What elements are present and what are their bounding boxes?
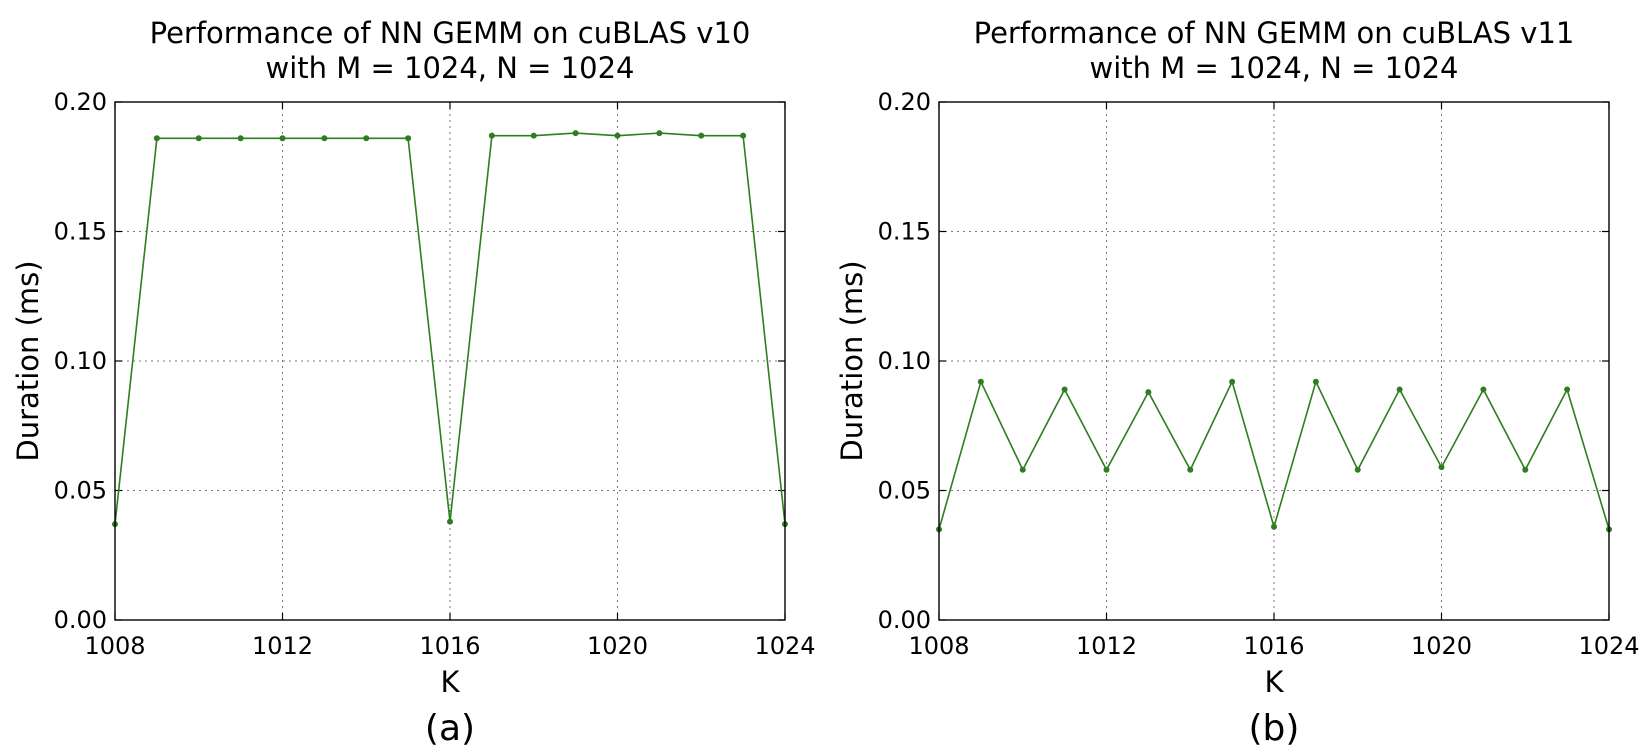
data-point (1271, 523, 1277, 530)
y-tick-label: 0.10 (878, 347, 931, 375)
data-point (1438, 464, 1445, 471)
data-point (321, 135, 328, 142)
data-point (1396, 386, 1403, 393)
data-point (279, 135, 286, 142)
y-tick-label: 0.20 (54, 88, 107, 116)
data-point (572, 130, 579, 137)
data-point (740, 132, 747, 139)
data-point (977, 378, 984, 385)
data-point (1564, 386, 1571, 393)
y-axis-label: Duration (ms) (11, 260, 45, 461)
data-point (447, 518, 453, 525)
data-point (1312, 378, 1319, 385)
y-axis-label: Duration (ms) (835, 260, 869, 461)
x-tick-label: 1020 (587, 632, 648, 660)
chart-panel-b: Performance of NN GEMM on cuBLAS v11 wit… (835, 16, 1640, 749)
chart-title-line1: Performance of NN GEMM on cuBLAS v11 (974, 16, 1575, 50)
x-tick-label: 1016 (1243, 632, 1304, 660)
y-tick-label: 0.20 (878, 88, 931, 116)
data-point (698, 132, 705, 139)
data-point (237, 135, 244, 142)
data-point (153, 135, 160, 142)
x-tick-label: 1020 (1411, 632, 1472, 660)
data-point (488, 132, 495, 139)
data-series (112, 130, 788, 528)
data-point (1103, 466, 1110, 473)
data-point (1522, 466, 1529, 473)
data-point (363, 135, 370, 142)
y-tick-label: 0.05 (54, 477, 107, 505)
y-tick-label: 0.05 (878, 477, 931, 505)
x-axis-label: K (440, 665, 460, 699)
x-tick-label: 1024 (754, 632, 815, 660)
y-tick-label: 0.15 (878, 218, 931, 246)
chart-title-line1: Performance of NN GEMM on cuBLAS v10 (150, 16, 751, 50)
chart-panel-a: Performance of NN GEMM on cuBLAS v10 wit… (11, 16, 816, 749)
grid (939, 102, 1609, 620)
chart-title-line2: with M = 1024, N = 1024 (1090, 51, 1459, 85)
data-point (1145, 389, 1152, 396)
data-point (1187, 466, 1194, 473)
data-point (1480, 386, 1487, 393)
data-point (1354, 466, 1361, 473)
x-tick-label: 1012 (1076, 632, 1137, 660)
y-tick-label: 0.00 (878, 606, 931, 634)
data-point (1019, 466, 1026, 473)
data-point (195, 135, 202, 142)
x-axis-label: K (1264, 665, 1284, 699)
data-point (614, 132, 621, 139)
x-tick-label: 1016 (419, 632, 480, 660)
panel-caption: (b) (1249, 708, 1300, 749)
axis-ticks: 1008 1012 1016 1020 1024 0.00 0.05 0.10 0.15 0.20 (878, 88, 1640, 660)
y-tick-label: 0.00 (54, 606, 107, 634)
data-point (1061, 386, 1068, 393)
panel-caption: (a) (425, 708, 475, 749)
plot-frame (114, 101, 786, 621)
y-tick-label: 0.10 (54, 347, 107, 375)
data-point (656, 130, 663, 137)
y-tick-label: 0.15 (54, 218, 107, 246)
grid (115, 102, 785, 620)
x-tick-label: 1008 (84, 632, 145, 660)
chart-title-line2: with M = 1024, N = 1024 (266, 51, 635, 85)
data-point (405, 135, 412, 142)
data-point (530, 132, 537, 139)
axis-ticks: 1008 1012 1016 1020 1024 0.00 0.05 0.10 0.15 0.20 (54, 88, 816, 660)
x-tick-label: 1008 (908, 632, 969, 660)
x-tick-label: 1024 (1578, 632, 1639, 660)
series-line (114, 132, 786, 525)
plot-frame (938, 101, 1610, 621)
data-point (1229, 378, 1236, 385)
x-tick-label: 1012 (252, 632, 313, 660)
data-series (936, 378, 1612, 533)
